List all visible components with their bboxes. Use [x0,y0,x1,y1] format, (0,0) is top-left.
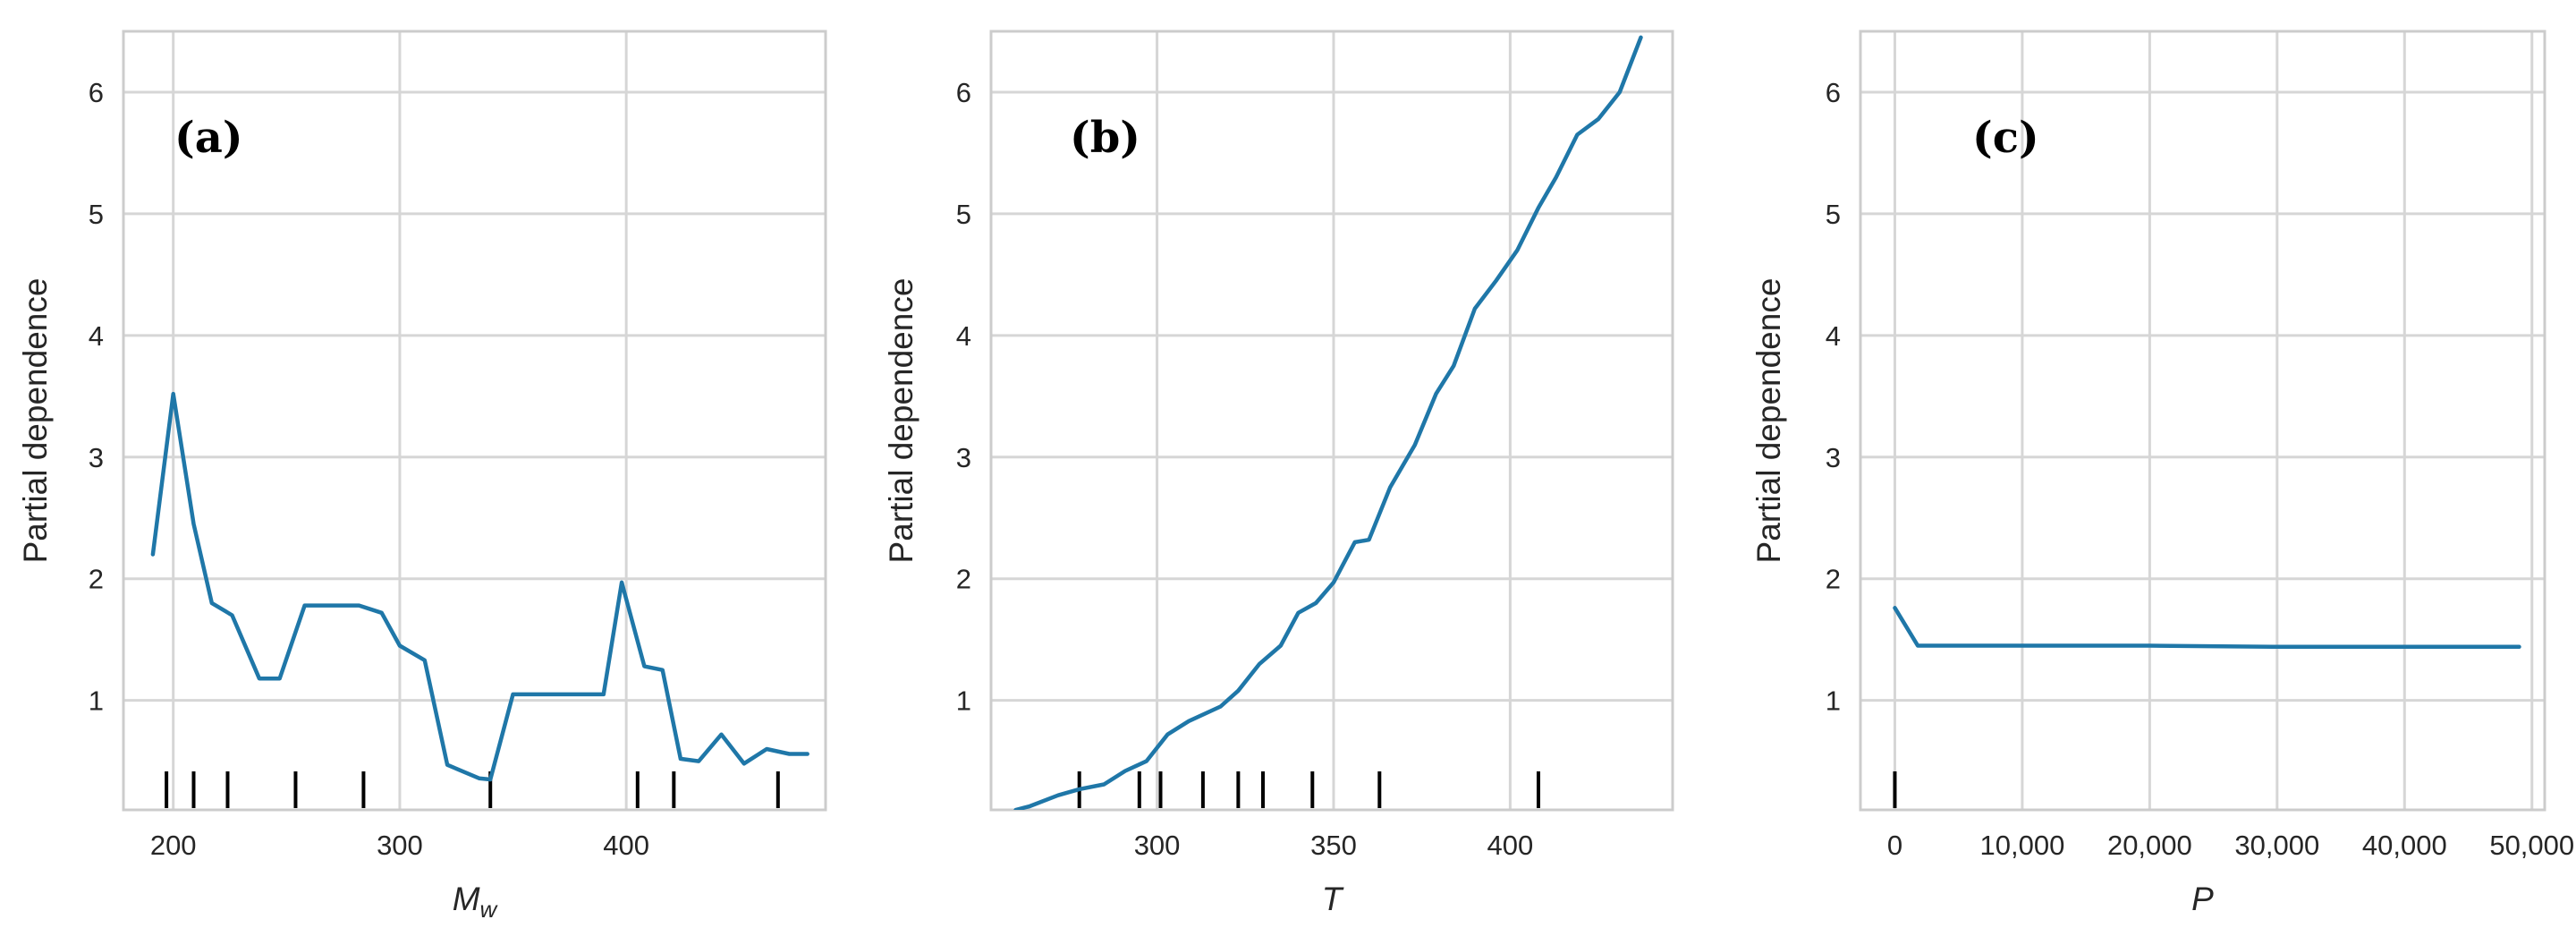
y-tick-label-c-5: 6 [1826,77,1841,108]
y-tick-label-c-2: 3 [1826,442,1841,473]
panel-label-a: (a) [174,113,243,163]
panel-label-b: (b) [1070,113,1140,163]
y-tick-label-a-0: 1 [89,685,104,717]
x-tick-label-c-5: 50,000 [2489,830,2574,861]
y-axis-title-b: Partial dependence [883,278,919,564]
x-tick-label-c-0: 0 [1887,830,1902,861]
y-tick-label-c-1: 2 [1826,564,1841,595]
pd-series-line-a [150,391,809,782]
y-tick-label-b-1: 2 [956,564,971,595]
y-tick-label-b-3: 4 [956,320,971,352]
x-axis-title-a: Mw [453,881,499,923]
y-tick-label-b-2: 3 [956,442,971,473]
x-tick-label-a-2: 400 [603,830,649,861]
x-tick-label-a-1: 300 [377,830,423,861]
panel-label-c: (c) [1972,113,2039,163]
pd-series-line-b [1013,35,1643,810]
axes-frame-b [989,30,1674,812]
y-tick-label-c-0: 1 [1826,685,1841,717]
x-tick-label-c-2: 20,000 [2107,830,2192,861]
x-tick-label-c-1: 10,000 [1980,830,2065,861]
y-tick-label-c-4: 5 [1826,199,1841,230]
y-tick-label-a-2: 3 [89,442,104,473]
x-tick-label-c-3: 30,000 [2234,830,2319,861]
y-axis-title-a: Partial dependence [17,278,54,564]
x-tick-label-b-2: 400 [1487,830,1534,861]
x-axis-title-c: P [2191,881,2214,917]
y-tick-label-a-1: 2 [89,564,104,595]
y-tick-label-a-3: 4 [89,320,104,352]
axes-frame-a [122,30,827,812]
y-tick-label-b-0: 1 [956,685,971,717]
x-tick-label-a-0: 200 [150,830,197,861]
y-axis-title-c: Partial dependence [1750,278,1787,564]
y-tick-label-c-3: 4 [1826,320,1841,352]
plot-area-c [1860,31,2545,810]
y-tick-label-b-4: 5 [956,199,971,230]
y-tick-label-a-4: 5 [89,199,104,230]
y-tick-label-a-5: 6 [89,77,104,108]
y-tick-label-b-5: 6 [956,77,971,108]
panel-a: 200 300 400 1 2 3 4 5 6 Mw Partial dependence (a) [17,30,827,923]
axes-frame-c [1859,30,2546,812]
pd-series-line-c [1893,606,2521,650]
plot-area-b [991,31,1673,810]
x-tick-label-b-0: 300 [1134,830,1181,861]
plot-area-a [123,31,826,810]
x-axis-title-b: T [1322,881,1344,917]
x-tick-label-b-1: 350 [1310,830,1357,861]
x-tick-label-c-4: 40,000 [2362,830,2447,861]
panel-c: 0 10,000 20,000 30,000 40,000 50,000 1 2 3 4 5 6 P Pa… [1750,30,2574,917]
panel-b: 300 350 400 1 2 3 4 5 6 T Partial dependence (b) [883,30,1674,917]
